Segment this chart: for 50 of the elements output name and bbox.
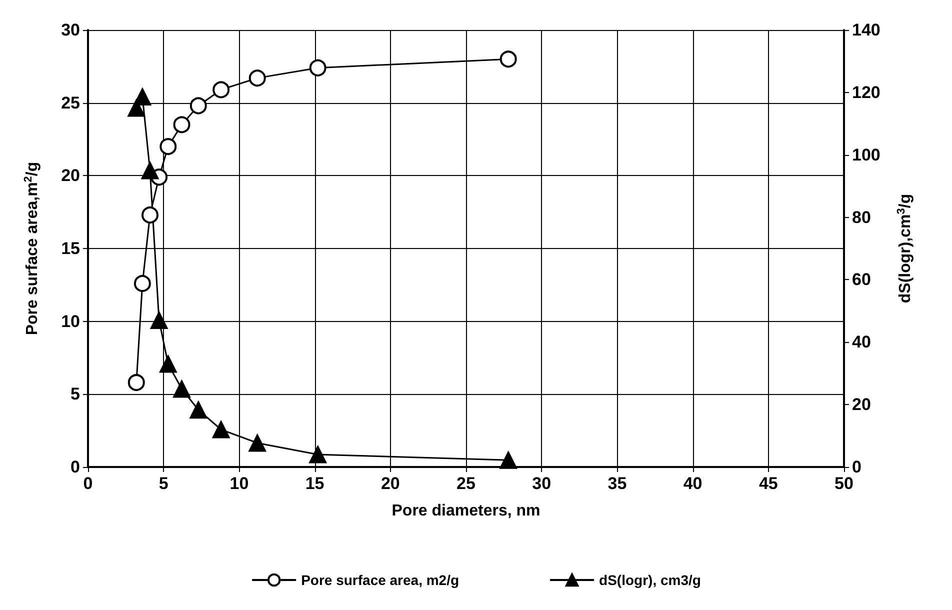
- y-tick-label: 25: [61, 93, 80, 112]
- y2-tick-label: 120: [852, 82, 880, 102]
- x-tick-label: 5: [158, 474, 168, 493]
- point: [500, 50, 517, 68]
- point: [172, 380, 190, 398]
- y2-axis-title: dS(logr),cm3/g: [896, 194, 914, 304]
- point: [141, 162, 159, 180]
- x-tick-label: 15: [305, 474, 324, 493]
- x-tick-label: 50: [834, 474, 854, 493]
- y2-tick-label: 140: [852, 20, 880, 40]
- legend-label: dS(logr), cm3/g: [599, 572, 701, 588]
- y2-tick-label: 80: [852, 208, 871, 227]
- x-axis-title: Pore diameters, nm: [392, 502, 540, 520]
- y-tick-label: 15: [61, 239, 80, 258]
- point: [212, 420, 230, 438]
- point: [212, 81, 230, 98]
- point: [500, 451, 518, 469]
- point: [142, 206, 158, 224]
- y-tick-label: 30: [61, 20, 80, 40]
- point: [159, 355, 177, 373]
- x-tick-label: 25: [456, 474, 476, 493]
- y2-tick-label: 100: [852, 145, 880, 164]
- point: [190, 97, 207, 114]
- point: [190, 401, 208, 419]
- x-tick-label: 10: [230, 474, 249, 493]
- point: [248, 434, 266, 452]
- point: [150, 312, 168, 330]
- x-tick-label: 40: [683, 474, 702, 493]
- y-tick-label: 5: [70, 384, 80, 404]
- x-tick-label: 35: [608, 474, 627, 493]
- y-tick-label: 10: [61, 312, 80, 331]
- point: [160, 138, 177, 156]
- y2-tick-label: 0: [852, 458, 862, 476]
- point: [128, 374, 145, 392]
- x-tick-label: 30: [532, 474, 552, 493]
- point: [173, 116, 190, 134]
- point: [134, 274, 151, 292]
- y2-tick-label: 60: [852, 270, 871, 290]
- y2-tick-label: 40: [852, 332, 871, 352]
- point: [248, 70, 266, 87]
- y-tick-label: 0: [70, 458, 80, 476]
- point: [309, 59, 326, 76]
- point: [309, 446, 327, 464]
- x-tick-label: 20: [380, 474, 400, 493]
- legend-label: Pore surface area, m2/g: [301, 572, 460, 588]
- y-axis-title: Pore surface area,m2/g: [22, 162, 41, 336]
- y2-tick-label: 20: [852, 395, 871, 414]
- x-tick-label: 45: [758, 474, 778, 493]
- y-tick-label: 20: [61, 166, 80, 186]
- x-tick-label: 0: [83, 474, 93, 493]
